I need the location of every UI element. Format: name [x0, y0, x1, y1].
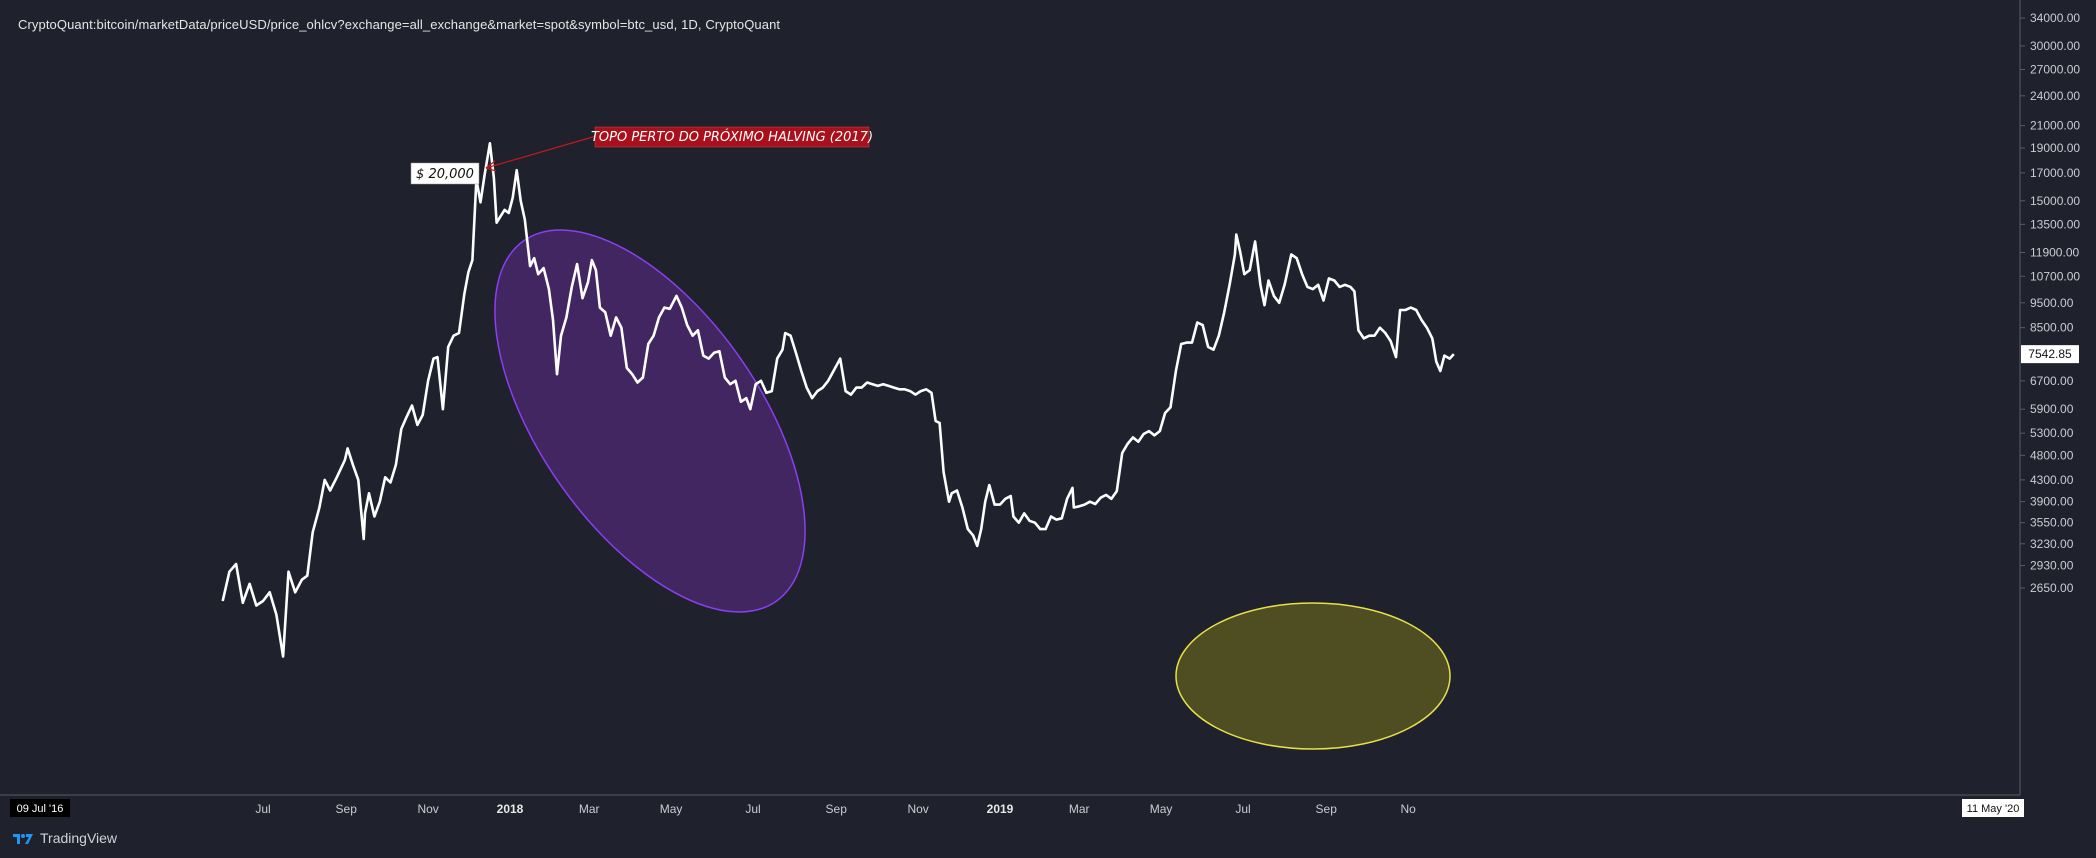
yellow-highlight-ellipse	[1175, 602, 1451, 750]
y-tick-label: 19000.00	[2030, 141, 2080, 155]
arrow-head-icon	[485, 160, 497, 172]
y-tick-label: 3900.00	[2030, 495, 2074, 509]
x-tick-label: Mar	[579, 802, 600, 816]
start-date-box	[10, 799, 70, 817]
y-tick-label: 6700.00	[2030, 374, 2074, 388]
y-tick-label: 5900.00	[2030, 402, 2074, 416]
x-tick-label: Mar	[1069, 802, 1090, 816]
y-tick-label: 2930.00	[2030, 559, 2074, 573]
x-tick-label: Jul	[745, 802, 760, 816]
y-tick-label: 10700.00	[2030, 269, 2080, 283]
end-date-label: 11 May '20	[1967, 803, 2020, 815]
x-tick-label: No	[1400, 802, 1416, 816]
x-axis[interactable]: Jul Sep Nov 2018 Mar May Jul Sep Nov 2019 Mar May Ju…	[255, 802, 1416, 816]
x-tick-label: Sep	[336, 802, 358, 816]
tradingview-brand[interactable]: TradingView	[12, 830, 117, 846]
y-axis[interactable]: 34000.00 30000.00 27000.00 24000.00 21000.00…	[2020, 11, 2080, 595]
x-tick-label: Nov	[907, 802, 928, 816]
price-20000-label: $ 20,000	[416, 167, 474, 182]
purple-highlight-ellipse	[494, 229, 806, 613]
y-tick-label: 13500.00	[2030, 217, 2080, 231]
chart-title: CryptoQuant:bitcoin/marketData/priceUSD/…	[18, 17, 781, 32]
x-tick-label: Sep	[826, 802, 848, 816]
tradingview-logo-icon	[13, 834, 33, 844]
x-tick-label: May	[1150, 802, 1173, 816]
x-tick-label: 2019	[987, 802, 1014, 816]
y-tick-label: 21000.00	[2030, 119, 2080, 133]
y-tick-label: 4300.00	[2030, 473, 2074, 487]
y-tick-label: 34000.00	[2030, 11, 2080, 25]
end-date-box	[1962, 799, 2024, 817]
y-tick-label: 4800.00	[2030, 448, 2074, 462]
y-tick-label: 9500.00	[2030, 296, 2074, 310]
halving-top-label-box	[594, 126, 870, 148]
y-tick-label: 17000.00	[2030, 166, 2080, 180]
y-tick-label: 8500.00	[2030, 321, 2074, 335]
x-tick-label: Sep	[1316, 802, 1338, 816]
y-tick-label: 24000.00	[2030, 89, 2080, 103]
last-price-label: 7542.85	[2028, 347, 2072, 361]
x-tick-label: Jul	[255, 802, 270, 816]
y-tick-label: 3550.00	[2030, 516, 2074, 530]
tradingview-text: TradingView	[40, 830, 118, 846]
y-tick-label: 5300.00	[2030, 426, 2074, 440]
y-tick-label: 30000.00	[2030, 39, 2080, 53]
x-tick-label: May	[660, 802, 683, 816]
y-tick-label: 2650.00	[2030, 581, 2074, 595]
halving-top-label: TOPO PERTO DO PRÓXIMO HALVING (2017)	[591, 129, 873, 145]
start-date-label: 09 Jul '16	[17, 803, 64, 815]
x-tick-label: 2018	[497, 802, 524, 816]
y-tick-label: 3230.00	[2030, 537, 2074, 551]
x-tick-label: Jul	[1235, 802, 1250, 816]
annotation-arrow	[485, 135, 597, 169]
price-20000-label-box	[410, 162, 480, 185]
y-tick-label: 15000.00	[2030, 194, 2080, 208]
x-tick-label: Nov	[417, 802, 438, 816]
btc-price-line[interactable]	[221, 142, 1455, 658]
y-tick-label: 27000.00	[2030, 63, 2080, 77]
last-price-box	[2021, 345, 2079, 364]
y-tick-label: 11900.00	[2030, 246, 2079, 260]
